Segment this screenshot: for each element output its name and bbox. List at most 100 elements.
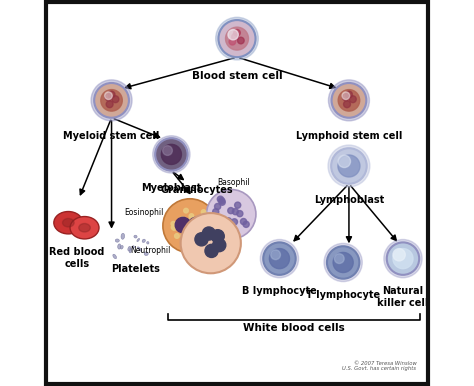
Circle shape bbox=[201, 232, 209, 240]
Circle shape bbox=[172, 225, 177, 230]
Ellipse shape bbox=[128, 246, 131, 251]
Circle shape bbox=[201, 210, 206, 214]
Circle shape bbox=[210, 231, 217, 239]
Circle shape bbox=[205, 244, 218, 257]
Circle shape bbox=[112, 96, 119, 103]
Circle shape bbox=[183, 238, 188, 242]
Circle shape bbox=[213, 239, 226, 252]
Circle shape bbox=[342, 92, 350, 100]
Text: Eosinophil: Eosinophil bbox=[124, 208, 164, 217]
Circle shape bbox=[234, 29, 240, 36]
Circle shape bbox=[338, 90, 360, 111]
Circle shape bbox=[188, 217, 204, 233]
Ellipse shape bbox=[113, 254, 117, 259]
Circle shape bbox=[226, 27, 248, 50]
Circle shape bbox=[232, 208, 238, 215]
Text: Lymphoid stem cell: Lymphoid stem cell bbox=[296, 131, 402, 141]
Circle shape bbox=[338, 155, 350, 168]
Circle shape bbox=[349, 96, 356, 103]
Ellipse shape bbox=[137, 239, 139, 242]
Circle shape bbox=[213, 221, 219, 227]
Circle shape bbox=[229, 38, 236, 45]
Ellipse shape bbox=[118, 244, 121, 249]
Circle shape bbox=[106, 101, 113, 108]
Circle shape bbox=[217, 196, 223, 202]
Circle shape bbox=[105, 92, 112, 100]
Circle shape bbox=[327, 246, 359, 279]
Text: Neutrophil: Neutrophil bbox=[130, 245, 171, 255]
Circle shape bbox=[219, 20, 255, 57]
Circle shape bbox=[219, 198, 225, 204]
Circle shape bbox=[384, 239, 422, 278]
Circle shape bbox=[189, 216, 194, 221]
Circle shape bbox=[346, 91, 352, 98]
Ellipse shape bbox=[134, 235, 137, 238]
Circle shape bbox=[201, 212, 206, 216]
Circle shape bbox=[181, 213, 241, 273]
Circle shape bbox=[204, 217, 209, 222]
Circle shape bbox=[344, 101, 350, 108]
Circle shape bbox=[225, 218, 231, 224]
Circle shape bbox=[161, 144, 182, 164]
Text: Granulocytes: Granulocytes bbox=[160, 185, 233, 195]
Ellipse shape bbox=[132, 246, 135, 248]
Circle shape bbox=[105, 94, 112, 101]
Text: B lymphocyte: B lymphocyte bbox=[242, 286, 317, 296]
Circle shape bbox=[271, 250, 281, 260]
Circle shape bbox=[215, 237, 222, 245]
Circle shape bbox=[263, 242, 296, 275]
Circle shape bbox=[235, 202, 241, 208]
Circle shape bbox=[222, 223, 229, 229]
Circle shape bbox=[324, 243, 362, 282]
Circle shape bbox=[163, 199, 217, 253]
Circle shape bbox=[269, 249, 290, 269]
Circle shape bbox=[216, 17, 258, 60]
Circle shape bbox=[181, 233, 185, 238]
Ellipse shape bbox=[137, 247, 142, 251]
Circle shape bbox=[189, 214, 194, 218]
Circle shape bbox=[180, 223, 185, 228]
Text: T lymphocyte: T lymphocyte bbox=[306, 290, 380, 300]
Ellipse shape bbox=[186, 223, 193, 227]
Circle shape bbox=[194, 220, 198, 225]
Circle shape bbox=[185, 235, 190, 240]
Circle shape bbox=[101, 90, 122, 111]
Circle shape bbox=[155, 138, 188, 171]
Circle shape bbox=[179, 227, 184, 231]
Text: Natural
killer cell: Natural killer cell bbox=[377, 286, 428, 308]
Ellipse shape bbox=[121, 233, 125, 239]
Circle shape bbox=[195, 233, 208, 246]
Ellipse shape bbox=[146, 242, 149, 244]
Ellipse shape bbox=[63, 218, 74, 227]
Circle shape bbox=[174, 234, 179, 238]
Circle shape bbox=[260, 239, 299, 278]
Circle shape bbox=[184, 208, 188, 213]
Circle shape bbox=[221, 221, 228, 227]
Circle shape bbox=[94, 83, 129, 118]
Circle shape bbox=[211, 230, 224, 243]
Circle shape bbox=[328, 145, 370, 187]
Circle shape bbox=[228, 208, 234, 214]
Circle shape bbox=[219, 199, 225, 205]
Circle shape bbox=[163, 146, 173, 156]
Ellipse shape bbox=[120, 245, 123, 249]
Circle shape bbox=[215, 203, 221, 210]
Text: Myeloblast: Myeloblast bbox=[141, 183, 201, 193]
Circle shape bbox=[328, 80, 369, 121]
Circle shape bbox=[228, 30, 238, 40]
Ellipse shape bbox=[54, 212, 83, 234]
Circle shape bbox=[387, 242, 419, 275]
Text: Lymphoblast: Lymphoblast bbox=[314, 195, 384, 205]
Circle shape bbox=[331, 148, 367, 184]
Circle shape bbox=[153, 136, 190, 173]
Circle shape bbox=[332, 83, 366, 118]
Circle shape bbox=[171, 225, 176, 230]
Circle shape bbox=[240, 218, 246, 225]
Circle shape bbox=[202, 227, 215, 240]
Circle shape bbox=[171, 222, 176, 226]
Circle shape bbox=[338, 155, 360, 177]
Text: White blood cells: White blood cells bbox=[243, 323, 345, 334]
Circle shape bbox=[207, 190, 256, 239]
Circle shape bbox=[180, 217, 185, 222]
Text: Basophil: Basophil bbox=[217, 178, 249, 187]
